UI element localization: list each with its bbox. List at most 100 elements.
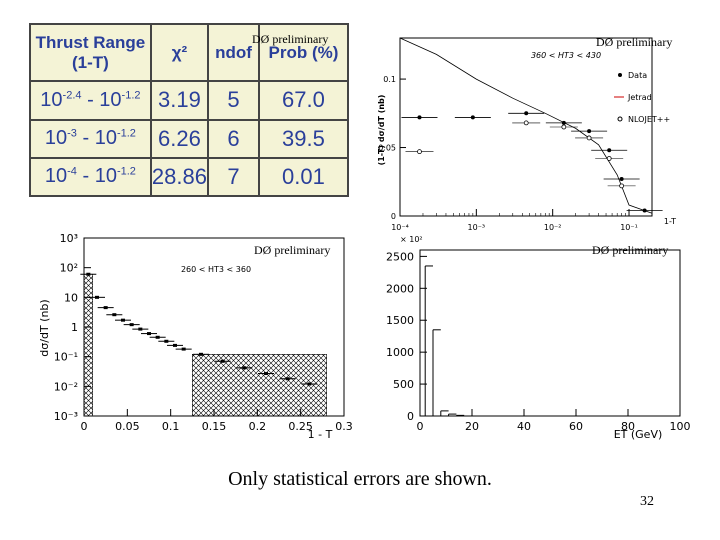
data-point: [164, 339, 169, 343]
y-tick-label: 10: [64, 291, 78, 304]
jetrad-line: [399, 37, 653, 214]
table-row: 10-3 - 10-1.2 6.26 6 39.5: [29, 118, 350, 159]
figure-caption: Only statistical errors are shown.: [228, 468, 492, 490]
x-axis-label: ET (GeV): [614, 428, 663, 441]
data-point: [607, 148, 612, 153]
x-tick-label: 0: [417, 420, 424, 433]
shaded-regions: [83, 273, 327, 417]
x-tick-label: 100: [670, 420, 691, 433]
data-point: [121, 318, 125, 322]
data-point: [86, 272, 91, 276]
x-tick-label: 80: [621, 420, 635, 433]
chi2-cell: 28.86: [149, 156, 210, 198]
header-ndof: ndof: [207, 22, 260, 83]
header-thrust-range: Thrust Range (1-T): [29, 22, 152, 83]
ndof-cell: 6: [207, 118, 260, 159]
preliminary-label: DØ preliminary: [596, 35, 672, 49]
y-tick-label: 1500: [386, 314, 414, 327]
chart-marks: [424, 265, 465, 416]
y-tick-label: 500: [393, 378, 414, 391]
data-point: [220, 359, 225, 363]
nlojet-point: [606, 156, 612, 161]
y-tick-label: 10⁻³: [54, 410, 78, 423]
data-point: [619, 177, 624, 182]
x-tick-label: 0.1: [162, 420, 180, 433]
data-point: [264, 372, 268, 376]
x-tick-label: 0: [81, 420, 88, 433]
nlojet-point: [417, 149, 422, 155]
data-point: [285, 377, 290, 381]
x-ticks: 0 20 40 60 80 100: [417, 409, 691, 433]
plot-frame: [399, 37, 653, 217]
data-point: [138, 327, 143, 331]
range-cell: 10-2.4 - 10-1.2: [29, 80, 152, 121]
x-tick-label: 20: [465, 420, 479, 433]
y-tick-label: 10⁻²: [54, 380, 78, 393]
prob-cell: 0.01: [257, 156, 350, 198]
data-point: [561, 120, 566, 125]
y-tick-label: 0: [407, 410, 414, 423]
data-point: [242, 366, 247, 370]
y-tick-label: 0.1: [383, 75, 396, 84]
prob-cell: 67.0: [257, 80, 350, 121]
fit-results-table: Thrust Range (1-T) χ² ndof Prob (%) 10-2…: [29, 22, 350, 198]
data-point: [129, 323, 134, 327]
data-point: [470, 115, 475, 120]
y-axis-label: (1-T) dσ/dT (nb): [377, 95, 386, 166]
ndof-cell: 7: [207, 156, 260, 198]
x-tick-label: 0.05: [115, 420, 140, 433]
nlojet-point: [523, 120, 529, 126]
legend-marker-nlojet: [617, 116, 623, 122]
x-axis-label: 1 - T: [308, 428, 333, 440]
preliminary-label: DØ preliminary: [592, 243, 668, 257]
y-tick-label: 0.05: [378, 144, 396, 153]
data-point: [642, 208, 647, 213]
chart-annotation: 260 < HT3 < 360: [181, 265, 251, 274]
y-tick-label: 10³: [60, 232, 78, 245]
nlojet-point: [561, 124, 567, 130]
data-point: [199, 352, 203, 356]
prob-cell: 39.5: [257, 118, 350, 159]
data-point: [417, 115, 422, 120]
table-row: 10-4 - 10-1.2 28.86 7 0.01: [29, 156, 350, 198]
header-chi2: χ²: [149, 22, 210, 83]
data-point: [173, 343, 177, 347]
data-point: [307, 382, 312, 386]
y-tick-label: 1: [71, 321, 78, 334]
nlojet-point: [586, 135, 592, 141]
data-point: [587, 129, 592, 134]
table-row: 10-2.4 - 10-1.2 3.19 5 67.0: [29, 80, 350, 121]
x-tick-label: 10⁻²: [544, 223, 562, 230]
x-tick-label: 0.25: [288, 420, 313, 433]
range-cell: 10-3 - 10-1.2: [29, 118, 152, 159]
x-tick-label: 10⁻⁴: [391, 223, 409, 230]
y-tick-label: 2000: [386, 282, 414, 295]
y-axis-label: dσ/dT (nb): [38, 299, 51, 356]
data-point: [103, 306, 108, 310]
y-ticks: 0 500 1000 1500 2000 2500: [386, 250, 427, 423]
x-tick-label: 10⁻³: [468, 223, 486, 230]
page-number: 32: [640, 494, 654, 509]
x-tick-label: 0.3: [335, 420, 353, 433]
chart-annotation: 360 < HT3 < 430: [531, 51, 601, 60]
chi2-cell: 3.19: [149, 80, 210, 121]
data-point: [524, 111, 529, 116]
legend-label-data: Data: [628, 71, 647, 80]
data-point: [112, 313, 117, 317]
ndof-cell: 5: [207, 80, 260, 121]
data-point: [95, 295, 99, 299]
header-prob: Prob (%): [257, 22, 350, 83]
legend-label-nlojet: NLOJET++: [628, 115, 670, 124]
y-multiplier-label: × 10²: [400, 235, 423, 244]
x-ticks: 0 0.05 0.1 0.15 0.2 0.25 0.3: [81, 409, 353, 433]
x-tick-label: 10⁻¹: [620, 223, 638, 230]
y-ticks: 0 0.05 0.1: [378, 75, 406, 221]
chi2-cell: 6.26: [149, 118, 210, 159]
data-point: [147, 332, 151, 336]
thrust-log-chart: dσ/dT (nb) 1 - T 260 < HT3 < 360 DØ prel…: [38, 232, 353, 440]
preliminary-label: DØ preliminary: [252, 32, 329, 46]
data-point: [155, 335, 160, 339]
shaded-region: [192, 354, 327, 417]
x-ticks: 10⁻⁴ 10⁻³ 10⁻² 10⁻¹: [391, 209, 638, 230]
thrust-distribution-chart: (1-T) dσ/dT (nb) 1-T 360 < HT3 < 430 DØ …: [377, 35, 676, 230]
